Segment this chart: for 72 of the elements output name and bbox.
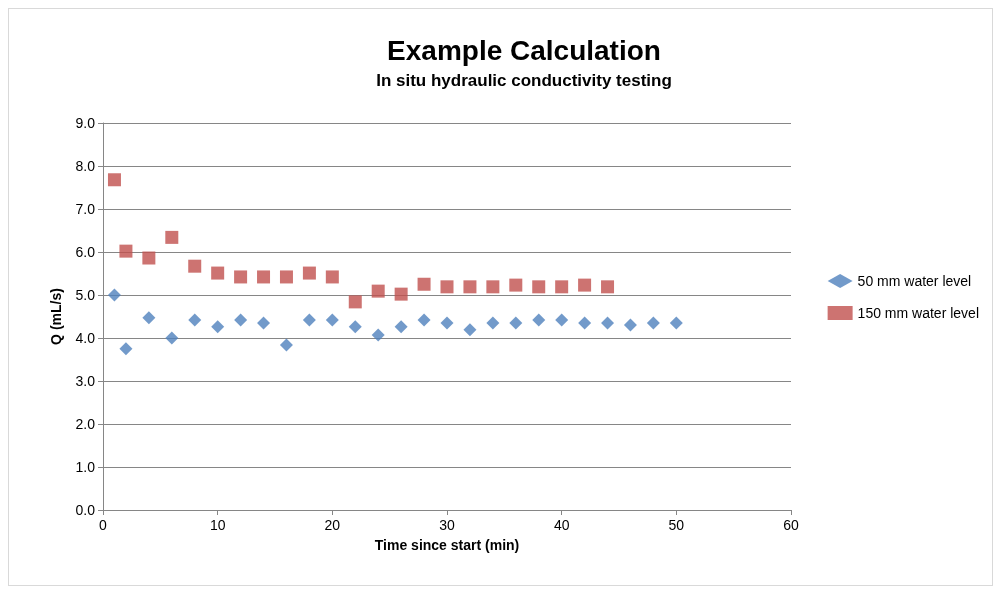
point <box>601 316 615 330</box>
point <box>234 270 248 284</box>
point <box>509 316 523 330</box>
point <box>440 280 454 294</box>
point <box>257 270 271 284</box>
chart-title: Example Calculation <box>387 34 661 66</box>
y-tick-label: 4.0 <box>75 330 96 346</box>
point <box>532 313 546 327</box>
point <box>119 244 133 258</box>
point <box>371 284 385 298</box>
point <box>165 331 179 345</box>
point <box>417 277 431 291</box>
point <box>555 280 569 294</box>
x-tick-label: 60 <box>783 517 799 533</box>
point <box>188 259 202 273</box>
y-tick-label: 8.0 <box>75 158 96 174</box>
point <box>325 270 339 284</box>
point <box>623 318 637 332</box>
y-tick-label: 6.0 <box>75 244 96 260</box>
y-tick-label: 3.0 <box>75 373 96 389</box>
point <box>394 320 408 334</box>
point <box>486 280 500 294</box>
y-tick-label: 5.0 <box>75 287 96 303</box>
point <box>165 230 179 244</box>
point <box>279 270 293 284</box>
point <box>555 313 569 327</box>
x-tick-label: 50 <box>668 517 685 533</box>
point <box>107 288 121 302</box>
point <box>211 320 225 334</box>
point <box>371 328 385 342</box>
point <box>669 316 683 330</box>
point <box>188 313 202 327</box>
y-tick-label: 1.0 <box>75 459 96 475</box>
point <box>394 287 408 301</box>
x-tick-label: 10 <box>209 517 226 533</box>
y-axis-title: Q (mL/s) <box>48 288 64 345</box>
x-tick-label: 30 <box>439 517 455 533</box>
point <box>532 280 546 294</box>
y-tick-label: 9.0 <box>75 115 96 131</box>
x-tick-label: 0 <box>99 517 108 533</box>
point <box>302 313 316 327</box>
y-tick-label: 7.0 <box>75 201 96 217</box>
legend-label: 50 mm water level <box>857 273 972 289</box>
x-tick-label: 40 <box>553 517 570 533</box>
point <box>348 320 362 334</box>
point <box>302 266 316 280</box>
point <box>601 280 615 294</box>
y-tick-label: 0.0 <box>75 502 96 518</box>
point <box>325 313 339 327</box>
legend-label: 150 mm water level <box>857 305 980 321</box>
point <box>646 316 660 330</box>
point <box>463 323 477 337</box>
x-axis-title: Time since start (min) <box>374 537 520 553</box>
point <box>279 338 293 352</box>
point <box>578 278 592 292</box>
point <box>119 342 133 356</box>
y-tick-label: 2.0 <box>75 416 96 432</box>
x-tick-label: 20 <box>324 517 341 533</box>
point <box>142 311 156 325</box>
point <box>440 316 454 330</box>
point <box>486 316 500 330</box>
point <box>348 295 362 309</box>
point <box>578 316 592 330</box>
point <box>257 316 271 330</box>
point <box>509 278 523 292</box>
point <box>417 313 431 327</box>
point <box>142 251 156 265</box>
point <box>234 313 248 327</box>
point <box>107 173 121 187</box>
point <box>463 280 477 294</box>
point <box>211 266 225 280</box>
chart-subtitle: In situ hydraulic conductivity testing <box>376 71 672 90</box>
